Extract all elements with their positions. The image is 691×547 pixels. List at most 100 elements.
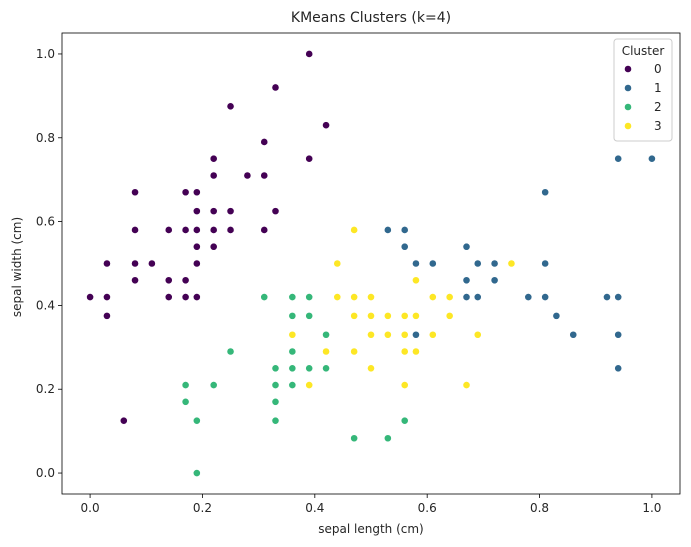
series-cluster-0	[86, 50, 330, 425]
series-cluster-1	[383, 154, 656, 373]
data-point	[226, 102, 235, 111]
legend-marker	[624, 103, 632, 111]
data-point	[288, 293, 297, 301]
data-point	[322, 364, 330, 373]
data-point	[462, 276, 471, 285]
legend-entry: 0	[654, 62, 662, 76]
data-point	[473, 293, 482, 301]
data-point	[209, 381, 218, 389]
data-point	[445, 311, 454, 320]
x-tick-label: 0.0	[81, 501, 100, 515]
data-point	[164, 226, 173, 234]
data-point	[552, 311, 561, 320]
x-tick-label: 1.0	[642, 501, 661, 515]
legend-entry: 3	[654, 119, 662, 133]
data-point	[260, 138, 269, 146]
y-tick-label: 0.6	[36, 215, 55, 229]
data-point	[383, 330, 392, 339]
data-point	[614, 293, 623, 301]
data-point	[305, 50, 314, 58]
series-cluster-3	[288, 226, 516, 389]
data-point	[271, 416, 280, 425]
data-point	[305, 293, 314, 301]
legend-entry: 2	[654, 100, 662, 114]
legend-entry: 1	[654, 81, 662, 95]
axes-frame	[61, 32, 681, 495]
data-point	[86, 293, 94, 301]
data-point	[367, 311, 375, 320]
data-point	[226, 226, 235, 234]
data-point	[400, 242, 409, 251]
data-point	[192, 226, 201, 234]
data-point	[400, 347, 409, 356]
data-point	[428, 259, 437, 268]
data-point	[333, 293, 342, 301]
legend: Cluster 0 1 2 3	[613, 38, 673, 142]
data-point	[473, 330, 482, 339]
data-point	[367, 293, 375, 301]
x-tick-label: 0.6	[418, 501, 437, 515]
legend-marker	[624, 122, 632, 130]
data-point	[192, 242, 201, 251]
plot-area: 0.0 0.2 0.4 0.6 0.8 1.0 0.0 0.2 0.4 0.6 0.8 1.0	[36, 32, 681, 515]
data-point	[541, 188, 550, 197]
data-point	[614, 364, 623, 373]
chart-title: KMeans Clusters (k=4)	[291, 10, 451, 26]
data-point	[541, 293, 550, 301]
data-point	[192, 469, 201, 477]
legend-marker	[624, 84, 632, 92]
data-point	[103, 259, 111, 268]
data-point	[400, 416, 409, 425]
data-point	[305, 364, 314, 373]
data-point	[288, 330, 297, 339]
data-point	[260, 226, 269, 234]
x-tick-label: 0.4	[305, 501, 324, 515]
data-point	[614, 154, 623, 163]
x-tick-label: 0.8	[530, 501, 549, 515]
data-point	[181, 397, 190, 406]
data-point	[524, 293, 533, 301]
data-point	[350, 293, 359, 301]
data-point	[209, 226, 218, 234]
y-tick-label: 0.4	[36, 298, 55, 312]
data-point	[412, 276, 420, 285]
data-point	[569, 330, 578, 339]
x-tick-label: 0.2	[193, 501, 212, 515]
data-point	[333, 259, 342, 268]
data-point	[164, 276, 173, 285]
data-point	[462, 381, 471, 389]
y-tick-label: 0.0	[36, 466, 55, 480]
legend-title: Cluster	[622, 44, 665, 58]
data-point	[350, 311, 359, 320]
data-point	[541, 259, 550, 268]
data-point	[462, 293, 471, 301]
data-point	[131, 188, 139, 197]
data-point	[473, 259, 482, 268]
data-point	[614, 330, 623, 339]
data-point	[271, 381, 280, 389]
data-point	[603, 293, 611, 301]
data-point	[400, 226, 409, 234]
data-point	[288, 347, 297, 356]
data-point	[288, 381, 297, 389]
data-point	[181, 226, 190, 234]
data-point	[181, 381, 190, 389]
data-point	[226, 207, 235, 216]
data-point	[209, 207, 218, 216]
data-point	[164, 293, 173, 301]
data-point	[383, 311, 392, 320]
data-point	[131, 226, 139, 234]
data-point	[192, 259, 201, 268]
data-point	[383, 434, 392, 443]
data-point	[305, 154, 314, 163]
data-point	[271, 397, 280, 406]
legend-marker	[624, 65, 632, 73]
data-point	[181, 188, 190, 197]
data-point	[367, 330, 375, 339]
data-point	[350, 434, 359, 443]
data-point	[119, 416, 128, 425]
data-point	[131, 259, 139, 268]
data-point	[271, 207, 280, 216]
